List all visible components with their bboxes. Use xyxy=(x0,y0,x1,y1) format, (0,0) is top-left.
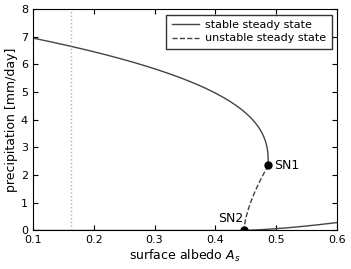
X-axis label: surface albedo $A_s$: surface albedo $A_s$ xyxy=(129,248,241,264)
Y-axis label: precipitation [mm/day]: precipitation [mm/day] xyxy=(5,47,18,192)
Text: SN1: SN1 xyxy=(274,159,300,172)
Legend: stable steady state, unstable steady state: stable steady state, unstable steady sta… xyxy=(166,15,332,49)
Text: SN2: SN2 xyxy=(218,212,244,225)
